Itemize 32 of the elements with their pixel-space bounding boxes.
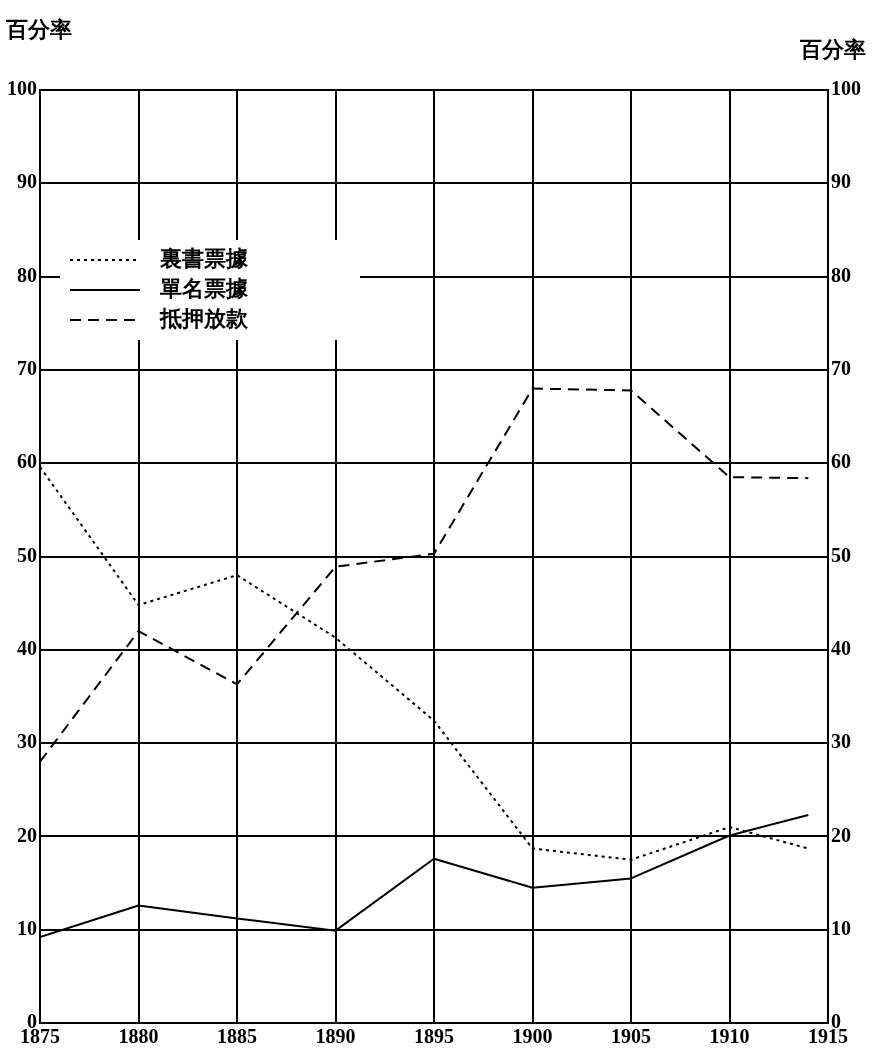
- legend-label: 裏書票據: [159, 244, 249, 271]
- y2-axis-title: 百分率: [799, 35, 866, 62]
- y2-tick-label: 70: [831, 357, 851, 380]
- x-tick-label: 1900: [512, 1025, 553, 1048]
- y-tick-label: 60: [17, 450, 37, 473]
- y-tick-label: 10: [17, 916, 37, 939]
- y-tick-label: 100: [7, 77, 37, 100]
- x-tick-label: 1905: [611, 1025, 651, 1048]
- y-tick-label: 50: [17, 543, 37, 566]
- y-tick-label: 30: [17, 730, 37, 753]
- y-tick-label: 70: [17, 357, 37, 380]
- y2-tick-label: 90: [831, 170, 851, 193]
- x-tick-label: 1895: [414, 1025, 454, 1048]
- legend-label: 單名票據: [159, 274, 249, 301]
- y2-tick-label: 40: [831, 636, 851, 659]
- y-tick-label: 20: [17, 823, 37, 846]
- x-tick-label: 1885: [217, 1025, 257, 1048]
- legend-label: 抵押放款: [159, 304, 249, 331]
- y2-tick-label: 10: [831, 916, 851, 939]
- y2-tick-label: 50: [831, 543, 851, 566]
- y-axis-title: 百分率: [5, 15, 72, 42]
- y-tick-label: 90: [17, 170, 37, 193]
- y-tick-label: 40: [17, 636, 37, 659]
- x-tick-label: 1880: [118, 1025, 159, 1048]
- y2-tick-label: 60: [831, 450, 851, 473]
- y2-tick-label: 20: [831, 823, 851, 846]
- x-tick-label: 1910: [709, 1025, 750, 1048]
- y2-tick-label: 30: [831, 730, 851, 753]
- x-tick-label: 1890: [315, 1025, 356, 1048]
- y2-tick-label: 100: [831, 77, 861, 100]
- y2-tick-label: 80: [831, 263, 851, 286]
- y-tick-label: 80: [17, 263, 37, 286]
